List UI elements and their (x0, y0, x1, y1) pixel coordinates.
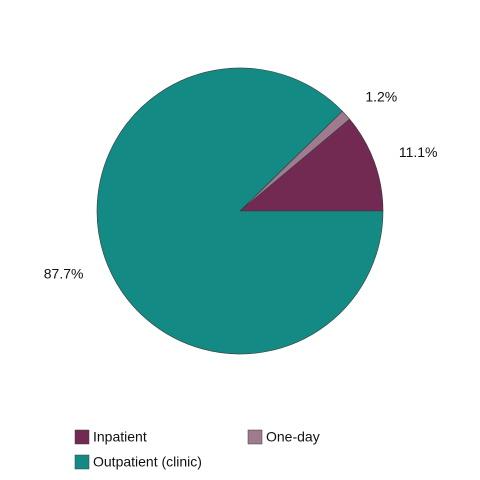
pie-slice (96, 67, 384, 355)
data-label: 11.1% (399, 144, 438, 160)
legend-label: Inpatient (93, 429, 147, 445)
legend-label: One-day (266, 429, 320, 445)
legend-swatch (247, 429, 263, 445)
legend-swatch (74, 454, 90, 470)
data-label: 1.2% (365, 88, 397, 104)
legend-swatch (74, 429, 90, 445)
data-label: 87.7% (44, 265, 84, 281)
pie-slice (239, 118, 384, 212)
legend-label: Outpatient (clinic) (93, 454, 202, 470)
